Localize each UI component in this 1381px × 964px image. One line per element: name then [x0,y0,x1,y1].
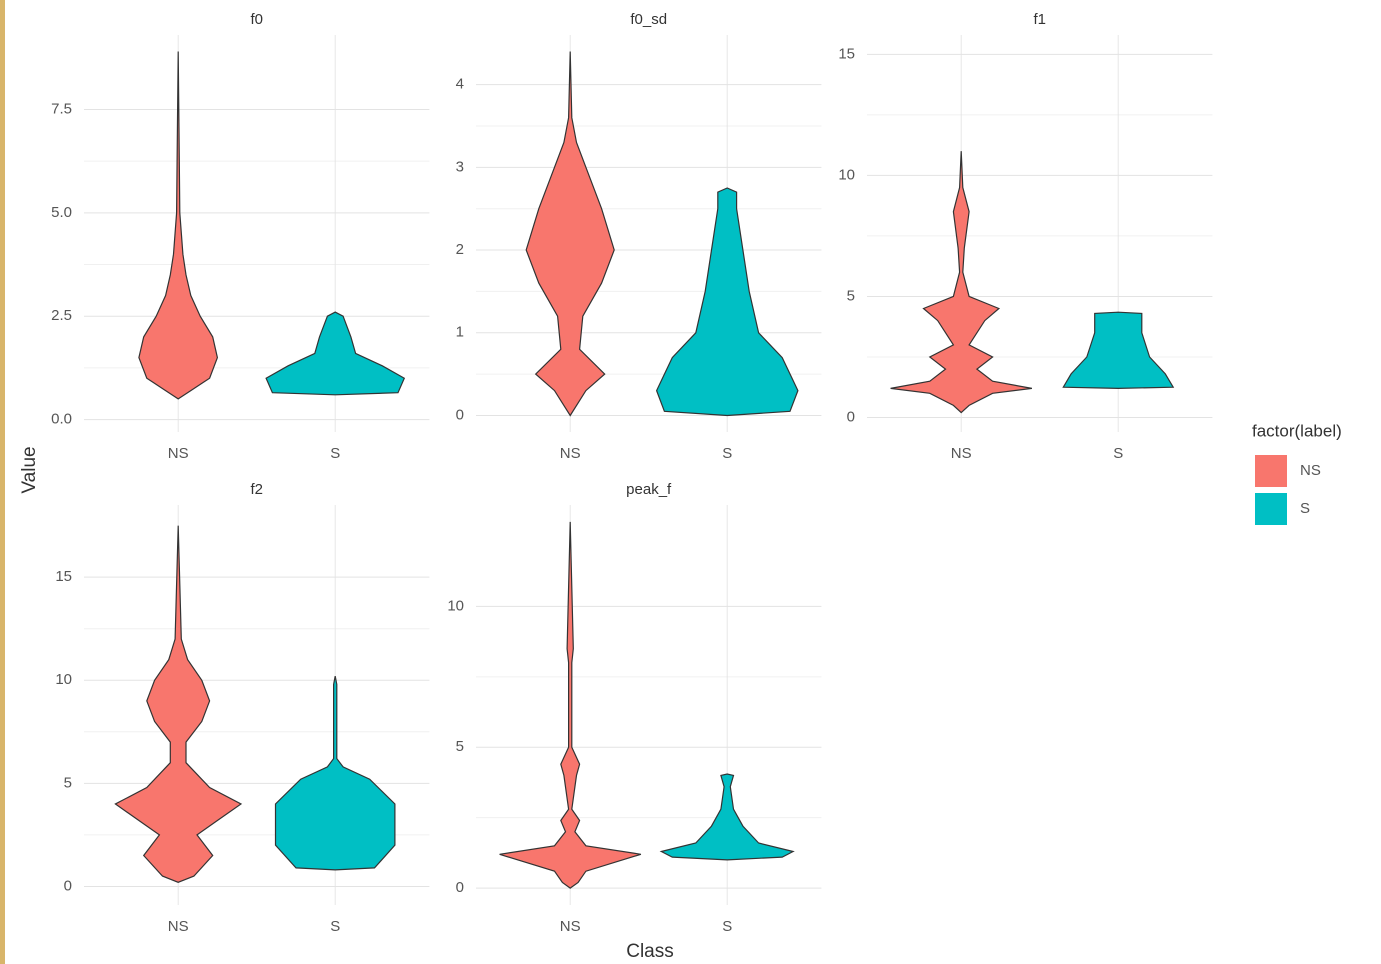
legend-title: factor(label) [1252,421,1342,440]
y-tick-label: 5 [847,287,855,304]
y-tick-label: 5.0 [51,204,72,221]
y-tick-label: 0 [456,406,464,423]
y-tick-label: 7.5 [51,100,72,117]
y-tick-label: 2 [456,241,464,258]
violin [265,311,406,396]
violin [274,675,396,871]
legend-label: NS [1300,462,1321,479]
facet-title: f0_sd [630,11,667,28]
y-tick-label: 5 [456,738,464,755]
facet-title: f0 [250,11,263,28]
y-tick-label: 10 [55,671,72,688]
violin [1062,311,1175,390]
violin [659,773,795,861]
border-stripe [0,0,5,964]
x-tick-label: NS [168,918,189,935]
violin [114,525,243,883]
y-tick-label: 2.5 [51,307,72,324]
x-tick-label: S [722,918,732,935]
y-tick-label: 3 [456,158,464,175]
y-tick-label: 1 [456,324,464,341]
y-tick-label: 0 [456,879,464,896]
x-tick-label: NS [951,445,972,462]
y-tick-label: 0 [847,408,855,425]
legend-label: S [1300,500,1310,517]
x-tick-label: S [1113,445,1123,462]
facet-title: f1 [1033,11,1046,28]
y-tick-label: 15 [838,45,855,62]
violin [655,187,799,417]
x-tick-label: NS [560,445,581,462]
x-tick-label: S [722,445,732,462]
x-tick-label: NS [168,445,189,462]
legend-key [1255,455,1287,487]
x-tick-label: S [330,918,340,935]
x-tick-label: S [330,445,340,462]
y-tick-label: 5 [64,774,72,791]
facet-title: f2 [250,481,263,498]
y-tick-label: 15 [55,568,72,585]
x-tick-label: NS [560,918,581,935]
y-tick-label: 0 [64,877,72,894]
violin [499,521,642,889]
y-tick-label: 10 [447,597,464,614]
x-axis-title: Class [626,941,674,962]
y-tick-label: 4 [456,76,464,93]
violin [138,51,219,400]
y-axis-title: Value [19,446,40,493]
y-tick-label: 10 [838,166,855,183]
facet-title: peak_f [626,481,672,498]
legend-key [1255,493,1287,525]
violin [890,151,1033,414]
violin [525,51,615,417]
y-tick-label: 0.0 [51,411,72,428]
